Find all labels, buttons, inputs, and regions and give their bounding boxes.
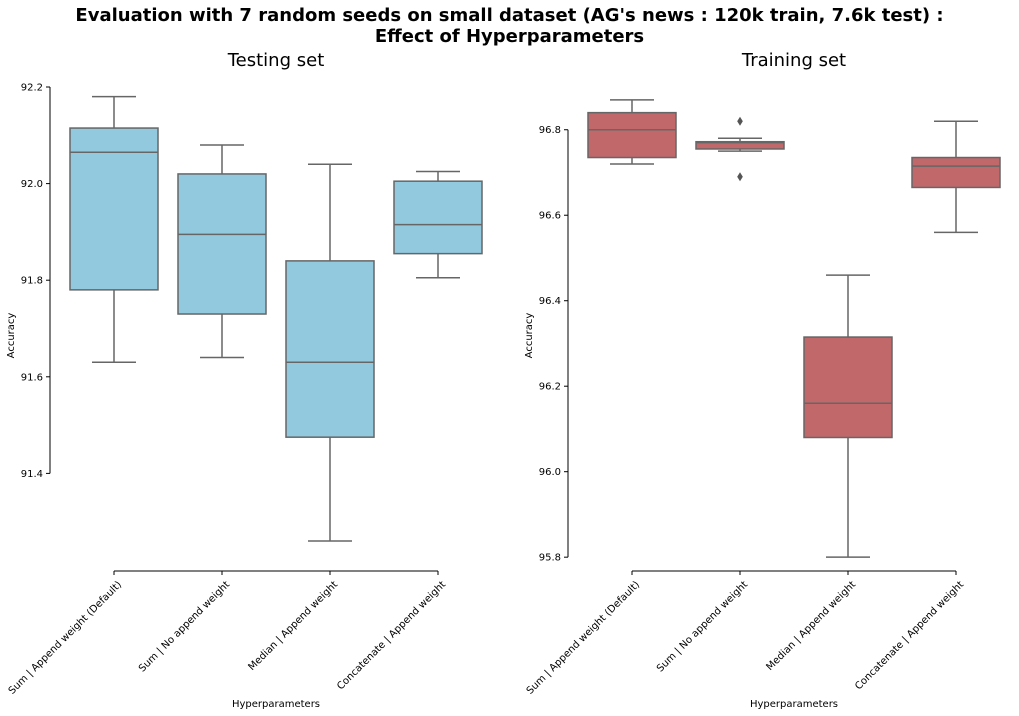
x-tick-label-training: Median | Append weight xyxy=(765,579,859,673)
box-iqr xyxy=(911,156,1001,189)
y-tick-label-testing: 92.2 xyxy=(21,83,43,94)
y-axis-label-training: Accuracy xyxy=(524,313,535,359)
y-tick-label-training: 96.8 xyxy=(539,125,561,136)
y-tick-label-training: 96.6 xyxy=(539,211,561,222)
x-axis-label-testing: Hyperparameters xyxy=(232,699,320,710)
figure-title-line-1: Evaluation with 7 random seeds on small … xyxy=(75,5,944,26)
box-iqr xyxy=(803,336,893,439)
y-tick-label-testing: 92.0 xyxy=(21,179,43,190)
outlier-point xyxy=(737,172,743,182)
outlier-point xyxy=(737,116,743,126)
x-tick-label-training: Concatenate | Append weight xyxy=(853,579,966,692)
box-iqr xyxy=(69,127,159,291)
figure-title: Evaluation with 7 random seeds on small … xyxy=(0,5,1019,47)
subplot-title-training: Training set xyxy=(741,50,846,71)
y-tick-label-testing: 91.6 xyxy=(21,372,43,383)
figure-title-line-2: Effect of Hyperparameters xyxy=(374,26,645,47)
x-tick-label-testing: Sum | Append weight (Default) xyxy=(7,579,124,696)
y-tick-label-training: 96.4 xyxy=(539,296,561,307)
x-tick-label-training: Sum | No append weight xyxy=(655,579,750,674)
y-tick-label-testing: 91.4 xyxy=(21,469,43,480)
x-tick-label-testing: Median | Append weight xyxy=(247,579,341,673)
testing-set-panel: Testing set 91.4 91.6 91.8 92.0 92.2 Accuracy S… xyxy=(6,50,483,710)
y-tick-label-training: 96.0 xyxy=(539,467,561,478)
box-iqr xyxy=(285,260,375,438)
x-tick-label-training: Sum | Append weight (Default) xyxy=(525,579,642,696)
box-iqr xyxy=(177,173,267,315)
y-tick-label-training: 95.8 xyxy=(539,553,561,564)
box-iqr xyxy=(695,140,785,150)
x-tick-label-testing: Sum | No append weight xyxy=(137,579,232,674)
box-iqr xyxy=(393,180,483,255)
subplot-title-testing: Testing set xyxy=(227,50,325,71)
y-axis-label-testing: Accuracy xyxy=(6,313,17,359)
box-iqr xyxy=(587,111,677,159)
y-tick-label-training: 96.2 xyxy=(539,382,561,393)
x-tick-label-testing: Concatenate | Append weight xyxy=(335,579,448,692)
x-axis-label-training: Hyperparameters xyxy=(750,699,838,710)
training-set-panel: Training set 95.8 96.0 96.2 96.4 96.6 96.8 Accu… xyxy=(524,50,1001,710)
y-tick-label-testing: 91.8 xyxy=(21,276,43,287)
